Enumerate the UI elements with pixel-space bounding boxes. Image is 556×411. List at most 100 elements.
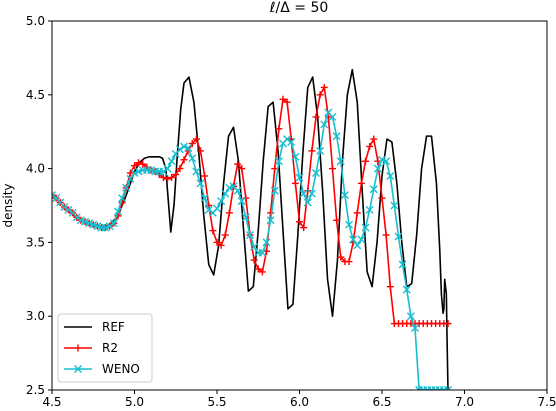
data-point-weno bbox=[159, 167, 168, 176]
data-point-weno bbox=[283, 135, 292, 144]
data-point-weno bbox=[196, 179, 205, 188]
data-point-r2 bbox=[197, 147, 204, 155]
data-point-weno bbox=[250, 242, 259, 251]
data-point-weno bbox=[122, 183, 131, 192]
series-weno bbox=[52, 108, 452, 390]
data-point-weno bbox=[274, 157, 283, 166]
x-tick-label: 7.5 bbox=[537, 395, 556, 409]
data-point-weno bbox=[382, 157, 391, 166]
data-point-r2 bbox=[135, 159, 143, 167]
data-point-r2 bbox=[176, 165, 184, 173]
data-point-weno bbox=[406, 312, 415, 321]
data-point-weno bbox=[72, 213, 81, 222]
data-point-weno bbox=[105, 222, 114, 231]
data-point-r2 bbox=[164, 175, 171, 183]
series-ref bbox=[52, 68, 449, 390]
data-point-weno bbox=[192, 167, 201, 176]
chart-title: ℓ/Δ = 50 bbox=[269, 0, 329, 16]
legend-label: R2 bbox=[102, 341, 118, 355]
data-point-weno bbox=[204, 205, 213, 214]
data-point-weno bbox=[361, 223, 370, 232]
y-tick-label: 2.5 bbox=[26, 383, 45, 397]
data-point-r2 bbox=[345, 258, 353, 266]
data-point-r2 bbox=[159, 173, 167, 181]
x-tick-label: 6.0 bbox=[290, 395, 309, 409]
data-point-r2 bbox=[386, 283, 394, 291]
data-point-weno bbox=[167, 157, 176, 166]
data-point-r2 bbox=[131, 162, 138, 170]
series-line-r2 bbox=[52, 86, 448, 325]
data-point-weno bbox=[394, 232, 403, 241]
data-point-weno bbox=[291, 152, 300, 161]
data-point-r2 bbox=[275, 125, 283, 133]
data-point-weno bbox=[237, 197, 246, 206]
data-point-r2 bbox=[209, 227, 217, 235]
legend-entry-r2: R2 bbox=[64, 341, 118, 355]
data-point-r2 bbox=[357, 179, 365, 187]
data-point-r2 bbox=[238, 165, 246, 173]
data-point-weno bbox=[200, 194, 209, 203]
x-tick-label: 6.5 bbox=[372, 395, 391, 409]
data-point-weno bbox=[221, 189, 230, 198]
x-tick-label: 7.0 bbox=[455, 395, 474, 409]
data-point-weno bbox=[270, 186, 279, 195]
data-point-r2 bbox=[304, 187, 312, 195]
data-point-weno bbox=[262, 238, 271, 247]
data-point-r2 bbox=[254, 265, 262, 273]
data-point-weno bbox=[340, 191, 349, 200]
x-tick-label: 5.0 bbox=[125, 395, 144, 409]
legend-label: WENO bbox=[102, 362, 140, 376]
data-point-r2 bbox=[172, 171, 180, 179]
y-tick-label: 4.0 bbox=[26, 162, 45, 176]
data-point-r2 bbox=[300, 224, 308, 232]
y-tick-label: 3.5 bbox=[26, 235, 45, 249]
data-point-weno bbox=[233, 186, 242, 195]
data-point-weno bbox=[349, 235, 358, 244]
data-point-r2 bbox=[221, 231, 229, 239]
data-point-r2 bbox=[353, 209, 361, 217]
data-point-weno bbox=[390, 201, 399, 210]
data-point-r2 bbox=[291, 179, 299, 187]
data-point-r2 bbox=[333, 216, 341, 224]
data-point-r2 bbox=[362, 157, 369, 165]
data-point-weno bbox=[163, 164, 172, 173]
data-point-weno bbox=[365, 205, 374, 214]
series-line-ref bbox=[52, 68, 449, 390]
data-point-weno bbox=[353, 241, 362, 250]
data-point-weno bbox=[175, 145, 184, 154]
data-point-weno bbox=[373, 164, 382, 173]
data-point-r2 bbox=[225, 209, 233, 217]
y-tick-label: 3.0 bbox=[26, 309, 45, 323]
data-point-weno bbox=[118, 194, 127, 203]
data-point-weno bbox=[109, 219, 118, 228]
data-point-r2 bbox=[316, 91, 324, 99]
data-point-weno bbox=[217, 197, 226, 206]
data-point-r2 bbox=[242, 194, 250, 202]
data-point-r2 bbox=[126, 169, 134, 177]
data-point-weno bbox=[328, 112, 337, 121]
data-point-weno bbox=[307, 189, 316, 198]
data-point-r2 bbox=[382, 231, 390, 239]
data-point-r2 bbox=[366, 142, 374, 150]
data-point-r2 bbox=[320, 83, 328, 91]
data-point-weno bbox=[332, 132, 341, 141]
axes-layer: 4.5 5.0 5.5 6.0 6.5 7.0 7.5 2.5 3.0 3.5 4.0 4.5 5.0 bbox=[26, 14, 556, 409]
data-point-weno bbox=[287, 138, 296, 147]
data-point-r2 bbox=[370, 135, 378, 143]
data-point-r2 bbox=[52, 191, 56, 199]
data-point-r2 bbox=[213, 238, 221, 246]
data-point-r2 bbox=[201, 172, 209, 180]
data-point-weno bbox=[52, 191, 56, 200]
data-point-weno bbox=[345, 220, 353, 229]
data-point-weno bbox=[64, 205, 73, 214]
data-point-r2 bbox=[168, 173, 176, 181]
data-point-r2 bbox=[258, 268, 266, 276]
data-point-weno bbox=[444, 386, 452, 390]
legend-entry-weno: WENO bbox=[64, 362, 140, 376]
data-point-r2 bbox=[279, 95, 287, 103]
data-point-weno bbox=[295, 173, 304, 182]
legend: REF R2 WENO bbox=[57, 313, 153, 383]
data-point-weno bbox=[312, 169, 320, 178]
data-point-weno bbox=[266, 216, 275, 225]
